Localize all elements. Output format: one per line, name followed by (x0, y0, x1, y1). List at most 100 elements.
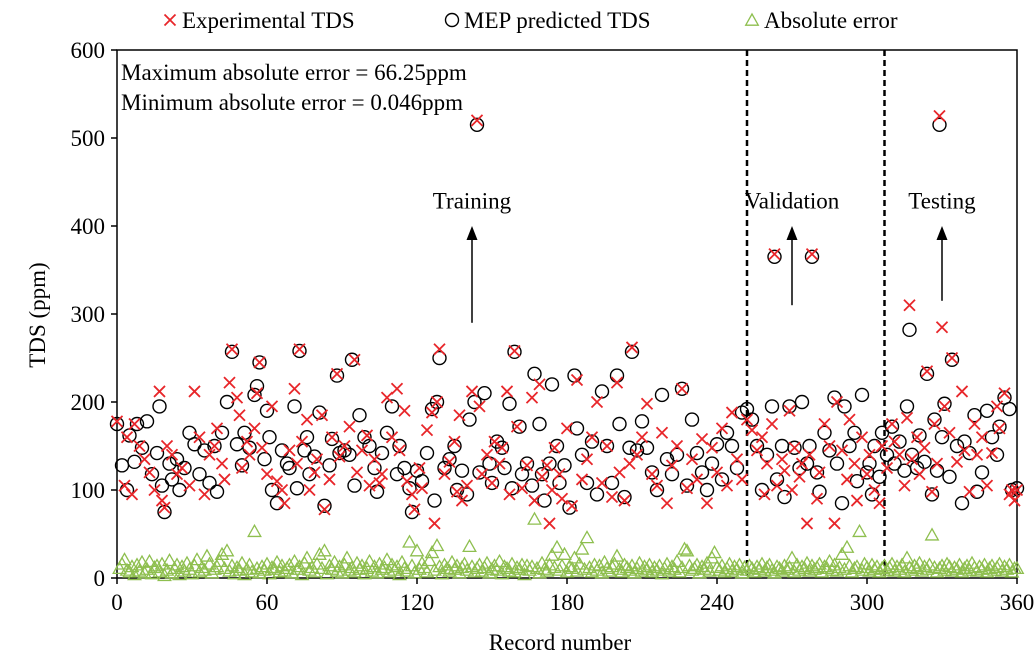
mep-point-140 (694, 465, 710, 480)
mep-point-138 (684, 412, 700, 427)
exp-point-42 (288, 382, 301, 395)
exp-point-131 (645, 468, 659, 481)
error-point-180 (562, 559, 577, 573)
mep-point-49 (307, 449, 322, 464)
exp-point-190 (898, 479, 911, 492)
error-point-152 (492, 553, 507, 568)
exp-point-19 (198, 488, 211, 501)
plot-border (116, 49, 1018, 579)
error-point-289 (834, 546, 850, 560)
exp-point-91 (475, 468, 489, 481)
error-point-12 (142, 553, 157, 568)
mep-point-10 (152, 399, 167, 414)
mep-point-180 (864, 487, 880, 502)
mep-point-114 (569, 421, 585, 436)
error-point-264 (772, 560, 787, 575)
exp-point-68 (390, 382, 404, 395)
error-point-6 (127, 567, 142, 581)
mep-point-63 (367, 460, 382, 476)
mep-point-111 (557, 458, 572, 473)
exp-point-39 (275, 483, 289, 497)
mep-point-201 (937, 396, 952, 411)
exp-point-164 (793, 470, 806, 483)
mep-point-50 (312, 405, 327, 420)
mep-point-178 (859, 465, 875, 480)
exp-point-132 (650, 479, 664, 492)
exp-point-102 (520, 459, 534, 472)
mep-point-182 (872, 469, 887, 484)
exp-point-196 (918, 441, 931, 454)
mep-point-48 (302, 466, 317, 482)
exp-point-119 (590, 395, 604, 409)
error-point-31 (189, 552, 205, 566)
x-tick-label-0: 0 (111, 590, 123, 615)
exp-point-155 (760, 457, 774, 470)
exp-point-20 (203, 448, 216, 461)
mep-point-134 (664, 466, 680, 482)
mep-point-24 (209, 484, 225, 499)
legend-label-1: Experimental TDS (182, 8, 355, 33)
mep-point-191 (904, 447, 920, 462)
y-tick-label-200: 200 (71, 390, 106, 415)
x-tick-label-240: 240 (700, 590, 735, 615)
mep-point-57 (342, 447, 357, 462)
error-point-41 (214, 546, 230, 560)
exp-point-12 (160, 439, 174, 453)
exp-point-116 (575, 473, 589, 486)
exp-point-71 (400, 475, 414, 488)
exp-point-134 (660, 497, 674, 510)
exp-point-11 (158, 501, 171, 514)
exp-point-27 (230, 391, 244, 404)
error-point-291 (839, 539, 855, 553)
error-point-252 (742, 558, 757, 572)
exp-point-2 (120, 431, 134, 444)
exp-point-105 (533, 378, 546, 391)
exp-point-162 (785, 483, 799, 497)
exp-point-158 (770, 479, 784, 492)
exp-point-156 (765, 417, 779, 431)
exp-point-89 (470, 114, 484, 127)
exp-point-153 (755, 431, 769, 444)
mep-point-11 (154, 478, 170, 493)
exp-point-88 (465, 385, 479, 398)
exp-point-176 (840, 473, 854, 486)
mep-point-139 (689, 445, 705, 461)
error-point-331 (939, 556, 955, 570)
mep-point-209 (969, 484, 985, 499)
mep-point-43 (287, 399, 302, 414)
mep-point-144 (714, 472, 730, 487)
exp-point-61 (360, 429, 374, 442)
exp-point-145 (715, 422, 729, 435)
mep-point-190 (902, 322, 917, 338)
exp-point-72 (405, 488, 419, 501)
error-point-344 (972, 559, 987, 573)
mep-point-22 (202, 475, 217, 491)
x-tick-label-180: 180 (550, 590, 585, 615)
mep-point-168 (817, 425, 832, 440)
exp-point-25 (223, 376, 236, 389)
legend: Experimental TDS MEP predicted TDS Absolut… (163, 8, 898, 33)
mep-point-202 (942, 469, 957, 484)
exp-point-112 (555, 492, 569, 505)
exp-point-163 (788, 441, 801, 454)
error-point-47 (229, 559, 245, 574)
exp-point-189 (893, 448, 906, 461)
exp-point-63 (368, 453, 381, 466)
mep-point-44 (289, 481, 305, 496)
exp-point-191 (900, 411, 914, 424)
mep-point-137 (679, 478, 695, 493)
region-dividers (745, 50, 886, 578)
error-point-250 (737, 559, 752, 574)
mep-point-74 (414, 474, 430, 489)
mep-point-212 (984, 430, 1000, 445)
exp-point-37 (265, 400, 279, 413)
exp-point-107 (540, 459, 554, 472)
x-tick-label-60: 60 (256, 590, 279, 615)
mep-point-172 (834, 496, 850, 511)
mep-point-198 (929, 463, 945, 478)
mep-point-214 (992, 419, 1007, 434)
mep-point-35 (257, 452, 272, 467)
mep-point-113 (567, 368, 582, 383)
exp-point-192 (903, 299, 916, 312)
